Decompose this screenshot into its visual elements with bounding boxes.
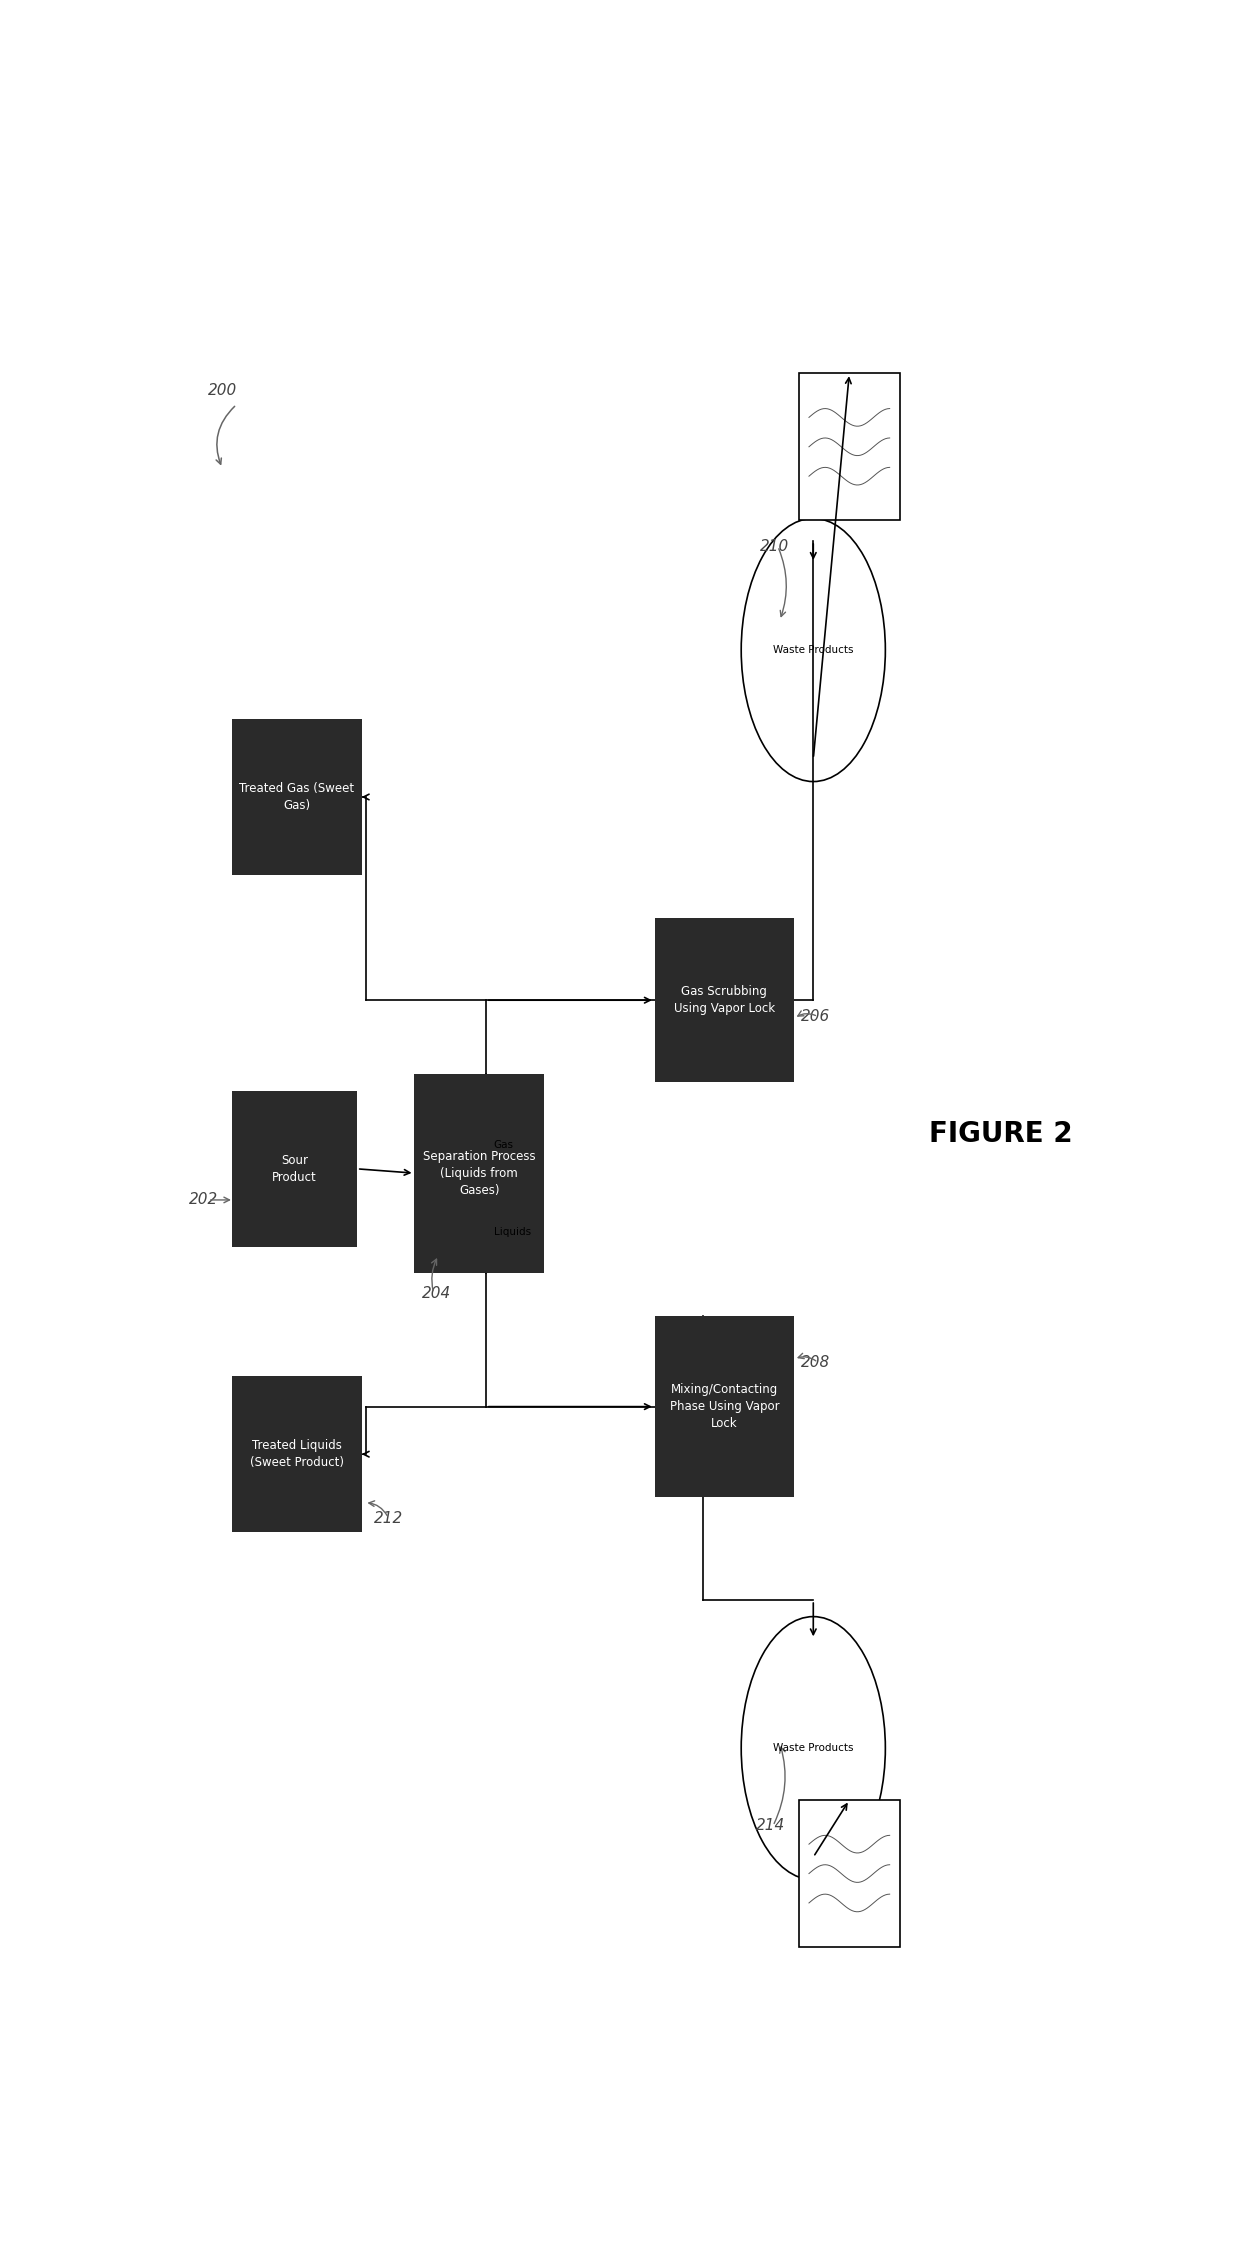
- FancyBboxPatch shape: [232, 719, 362, 876]
- Text: 202: 202: [188, 1193, 218, 1208]
- Text: 200: 200: [208, 384, 237, 398]
- Text: 214: 214: [755, 1819, 785, 1833]
- Text: Gas: Gas: [494, 1141, 513, 1150]
- Text: Waste Products: Waste Products: [773, 1743, 853, 1754]
- Text: Separation Process
(Liquids from
Gases): Separation Process (Liquids from Gases): [423, 1150, 536, 1197]
- Text: FIGURE 2: FIGURE 2: [929, 1121, 1073, 1148]
- Text: 206: 206: [801, 1008, 830, 1024]
- Text: Mixing/Contacting
Phase Using Vapor
Lock: Mixing/Contacting Phase Using Vapor Lock: [670, 1384, 779, 1431]
- Text: Treated Gas (Sweet
Gas): Treated Gas (Sweet Gas): [239, 782, 355, 813]
- FancyBboxPatch shape: [655, 1316, 794, 1498]
- Text: Liquids: Liquids: [494, 1226, 531, 1238]
- Text: 212: 212: [374, 1512, 403, 1525]
- Text: Sour
Product: Sour Product: [272, 1154, 316, 1184]
- Text: Gas Scrubbing
Using Vapor Lock: Gas Scrubbing Using Vapor Lock: [673, 986, 775, 1015]
- Text: Waste Products: Waste Products: [773, 645, 853, 656]
- FancyBboxPatch shape: [414, 1074, 544, 1273]
- FancyBboxPatch shape: [799, 1799, 900, 1947]
- Text: Treated Liquids
(Sweet Product): Treated Liquids (Sweet Product): [249, 1440, 343, 1469]
- FancyBboxPatch shape: [799, 373, 900, 521]
- FancyBboxPatch shape: [655, 919, 794, 1083]
- Text: 208: 208: [801, 1354, 830, 1370]
- Text: 204: 204: [422, 1287, 451, 1300]
- Text: 210: 210: [760, 539, 790, 555]
- FancyBboxPatch shape: [232, 1092, 357, 1247]
- FancyBboxPatch shape: [232, 1377, 362, 1532]
